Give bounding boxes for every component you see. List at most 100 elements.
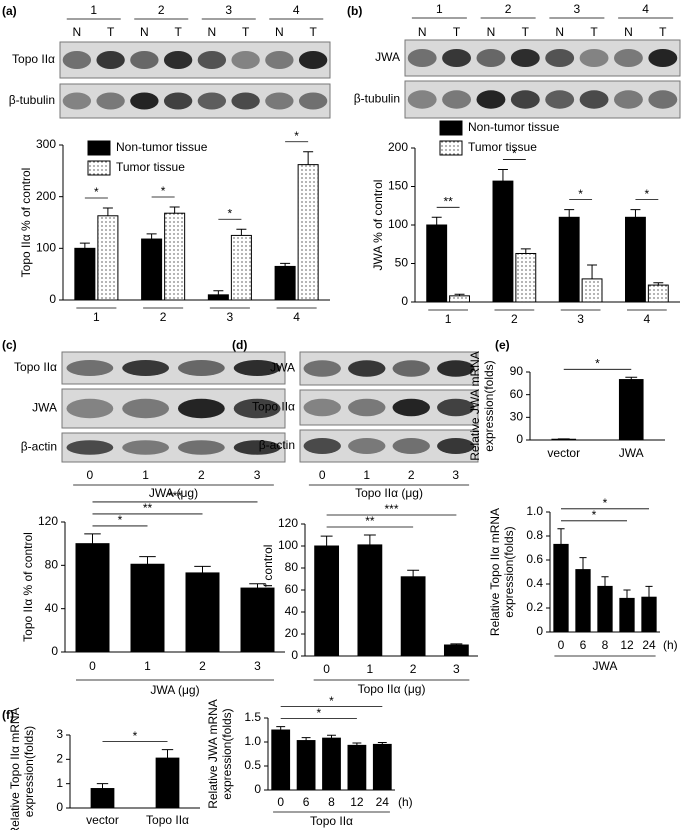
lane-label: 2 [408,468,415,482]
bar [597,585,613,633]
error-bar [407,569,420,577]
legend-label: Non-tumor tissue [468,120,560,134]
legend-swatch [87,140,111,156]
lane-label: 0 [87,468,94,482]
error-bar [303,151,314,165]
y-tick-label: 60 [510,387,524,401]
panel-label: (d) [232,338,247,352]
error-bar [79,242,90,249]
x-tick-label: 3 [227,310,234,324]
bar [553,543,569,633]
blot-band [177,360,225,376]
x-tick-label: 8 [328,795,335,809]
y-tick-label: 1.5 [244,710,261,724]
legend-swatch [87,160,111,176]
significance-label: * [578,187,583,201]
blot-row-label: β-tubulin [354,92,400,106]
x-tick-label: 4 [644,312,651,326]
error-bar [194,565,211,573]
lane-label: T [309,25,317,39]
blot-band [303,398,341,417]
lane-group-label: 3 [225,3,232,17]
blot-row-label: JWA [375,50,400,64]
bar [400,576,426,657]
significance-label: * [161,184,166,198]
significance-label: * [592,508,597,522]
error-bar [352,742,362,746]
y-tick-label: 0 [291,648,298,662]
y-axis-label: expression(folds) [220,708,234,799]
x-tick-label: 2 [511,312,518,326]
bar [97,215,119,301]
y-axis-label: Topo IIα % of control [19,168,33,278]
bar [207,294,229,301]
error-bar [236,228,247,236]
error-bar [653,282,664,286]
blot-row-label: JWA [32,401,57,415]
y-axis-label: expression(folds) [22,726,36,817]
bar [492,180,514,303]
y-tick-label: 150 [388,179,408,193]
panel-label: (c) [2,338,17,352]
blot-band [177,440,225,455]
y-tick-label: 0 [516,432,523,446]
blot-band [545,49,575,67]
significance-label: *** [384,502,398,516]
blot-band [510,49,540,67]
x-tick-label: 1 [445,312,452,326]
blot-band [303,360,341,377]
error-bar [301,737,311,741]
blot-band [130,51,159,69]
x-tick-label: 3 [577,312,584,326]
x-tick-label: vector [547,446,580,460]
y-tick-label: 1 [56,776,63,790]
y-tick-label: 1.0 [526,504,543,518]
blot-band [437,360,475,377]
lane-label: N [208,25,217,39]
x-tick-label: 2 [410,662,417,676]
legend-swatch [439,120,463,136]
y-axis-label: expression(folds) [502,526,516,617]
bar [581,278,603,303]
y-tick-label: 0 [56,800,63,814]
y-axis-label: JWA % of control [261,545,275,636]
x-tick-label: 8 [602,638,609,652]
lane-label: 3 [452,468,459,482]
lane-group-label: 3 [574,2,581,16]
panel-label: (b) [347,4,362,18]
lane-label: T [107,25,115,39]
legend-swatch [439,140,463,156]
lane-label: T [522,25,530,39]
x-tick-label: 4 [293,310,300,324]
y-tick-label: 300 [36,137,56,151]
lane-group-label: 2 [158,3,165,17]
significance-label: ** [143,501,153,515]
blot-band [197,92,227,110]
lane-label: T [590,25,598,39]
y-axis-label: expression(folds) [482,360,496,451]
blot-row-label: β-tubulin [9,93,55,107]
bar [322,737,341,791]
blot-band [407,90,437,109]
bar [426,224,448,303]
error-bar [625,376,638,380]
error-bar [557,528,565,545]
y-tick-label: 2 [56,752,63,766]
x-tick-label: JWA [619,446,644,460]
blot-band [392,438,430,454]
y-axis-label: Relative JWA mRNA [206,699,220,809]
blot-band [442,49,471,67]
lane-label: N [275,25,284,39]
blot-band [348,438,386,454]
lane-label: N [73,25,82,39]
x-unit: (h) [663,638,678,652]
panel-label: (e) [495,338,510,352]
y-tick-label: 30 [510,410,524,424]
y-tick-label: 0.5 [244,758,261,772]
blot-band [303,438,341,454]
significance-label: * [603,496,608,510]
error-bar [645,585,653,598]
x-tick-label: 6 [303,795,310,809]
error-bar [169,206,180,214]
y-tick-label: 0.4 [526,576,543,590]
